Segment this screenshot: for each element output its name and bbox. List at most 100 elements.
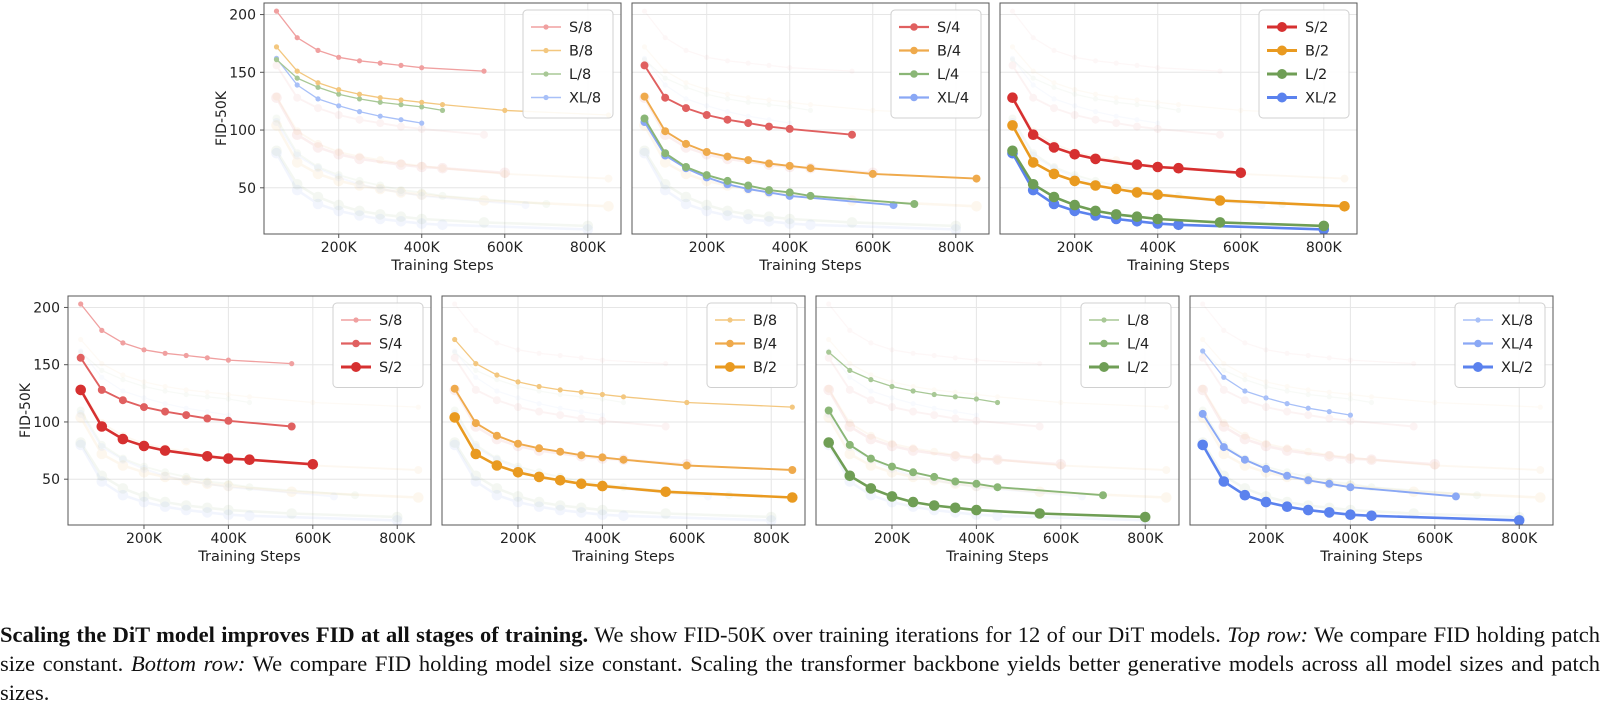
data-point-s-4: [848, 130, 856, 139]
data-point-b-2: [470, 448, 482, 460]
data-point-b-2: [202, 478, 213, 490]
data-point-b-8: [1263, 379, 1269, 385]
data-point-b-8: [356, 91, 363, 97]
series-line-s-8: [1011, 10, 1221, 72]
data-point-s-4: [334, 111, 343, 119]
data-point-b-2: [865, 460, 877, 471]
data-point-xl-4: [140, 464, 148, 473]
data-point-b-8: [310, 399, 316, 406]
data-point-l-2: [333, 199, 345, 211]
data-point-s-2: [271, 92, 282, 103]
data-point-l-8: [889, 383, 895, 390]
caption-text-1: We show FID-50K over training iterations…: [588, 622, 1228, 647]
data-point-s-4: [951, 414, 960, 423]
data-point-l-8: [336, 91, 342, 97]
data-point-s-8: [336, 54, 342, 60]
data-point-s-8: [1134, 62, 1140, 68]
data-point-s-4: [1216, 130, 1224, 139]
data-point-l-2: [701, 199, 712, 211]
data-point-s-8: [1284, 350, 1290, 356]
data-point-xl-2: [1260, 496, 1272, 508]
series-line-l-2: [1011, 150, 1324, 228]
data-point-s-8: [1305, 352, 1311, 359]
data-point-xl-8: [494, 388, 500, 394]
series-line-l-8: [644, 59, 811, 112]
data-point-b-2: [554, 475, 566, 486]
data-point-l-2: [180, 500, 192, 511]
data-point-xl-2: [659, 184, 671, 196]
data-point-l-8: [578, 394, 584, 400]
data-point-l-8: [1113, 99, 1119, 105]
data-point-b-8: [1368, 394, 1375, 400]
data-point-s-8: [847, 327, 853, 333]
data-point-l-4: [314, 163, 322, 171]
data-point-l-4: [930, 472, 939, 481]
data-point-l-8: [1305, 391, 1311, 398]
data-point-l-2: [271, 145, 282, 157]
data-point-b-8: [766, 97, 772, 103]
data-point-b-8: [336, 87, 342, 93]
y-tick-label: 150: [229, 65, 256, 81]
y-axis-label: FID-50K: [18, 382, 34, 438]
data-point-l-2: [639, 145, 650, 157]
series-s-8: [78, 301, 295, 367]
data-point-b-2: [971, 201, 982, 212]
data-point-b-4: [824, 384, 833, 393]
series-b-8: [273, 44, 612, 118]
data-point-b-8: [1305, 387, 1311, 393]
data-point-l-8: [910, 388, 916, 394]
data-point-b-2: [478, 195, 490, 206]
data-point-s-2: [395, 159, 407, 170]
data-point-xl-8: [473, 374, 479, 380]
data-point-xl-8: [1051, 96, 1057, 102]
data-point-xl-2: [742, 213, 754, 225]
data-point-b-8: [494, 372, 500, 378]
data-point-s-4: [1304, 411, 1313, 420]
data-point-xl-8: [704, 103, 710, 109]
series-l-2: [1007, 145, 1330, 232]
x-axis-label: Training Steps: [1126, 258, 1229, 274]
data-point-xl-8: [1134, 117, 1140, 123]
data-point-b-2: [844, 448, 856, 460]
data-point-l-4: [140, 462, 148, 471]
data-point-s-2: [499, 167, 511, 179]
data-point-s-8: [289, 361, 295, 367]
data-point-b-4: [1346, 453, 1355, 462]
series-line-s-2: [275, 97, 505, 175]
legend-marker-l-4: [910, 70, 918, 78]
data-point-s-8: [204, 355, 210, 361]
plot-frame: [67, 295, 432, 526]
data-point-b-2: [1152, 189, 1163, 200]
data-point-s-4: [577, 414, 586, 423]
y-tick-label: 100: [229, 123, 256, 139]
data-point-xl-2: [437, 219, 448, 231]
data-point-s-8: [315, 47, 321, 54]
data-point-l-2: [202, 502, 213, 514]
data-point-xl-4: [293, 151, 302, 160]
data-point-s-4: [1283, 407, 1292, 416]
data-point-l-4: [1473, 491, 1481, 500]
data-point-s-4: [450, 353, 459, 362]
data-point-b-4: [604, 174, 613, 183]
legend-box: [1258, 9, 1350, 119]
data-point-xl-2: [312, 198, 324, 210]
data-point-b-8: [398, 97, 404, 103]
series-b-8-faded: [78, 336, 421, 410]
series-l-4-faded: [76, 406, 359, 500]
data-point-s-8: [78, 301, 84, 307]
data-point-xl-4: [272, 118, 281, 126]
series-line-xl-2: [827, 444, 1146, 522]
data-point-s-8: [557, 352, 563, 359]
data-point-s-2: [1239, 433, 1251, 445]
data-point-l-4: [640, 114, 649, 123]
data-point-l-8: [1221, 367, 1227, 373]
data-point-s-4: [76, 353, 85, 362]
data-point-b-4: [866, 431, 875, 440]
data-point-l-2: [470, 470, 482, 482]
data-point-s-4: [287, 422, 296, 431]
series-line-s-4: [1011, 64, 1221, 136]
series-s-4-faded: [824, 353, 1044, 431]
data-point-b-2: [1161, 492, 1172, 503]
data-point-l-8: [994, 399, 1001, 406]
x-tick-label: 200K: [321, 240, 358, 256]
